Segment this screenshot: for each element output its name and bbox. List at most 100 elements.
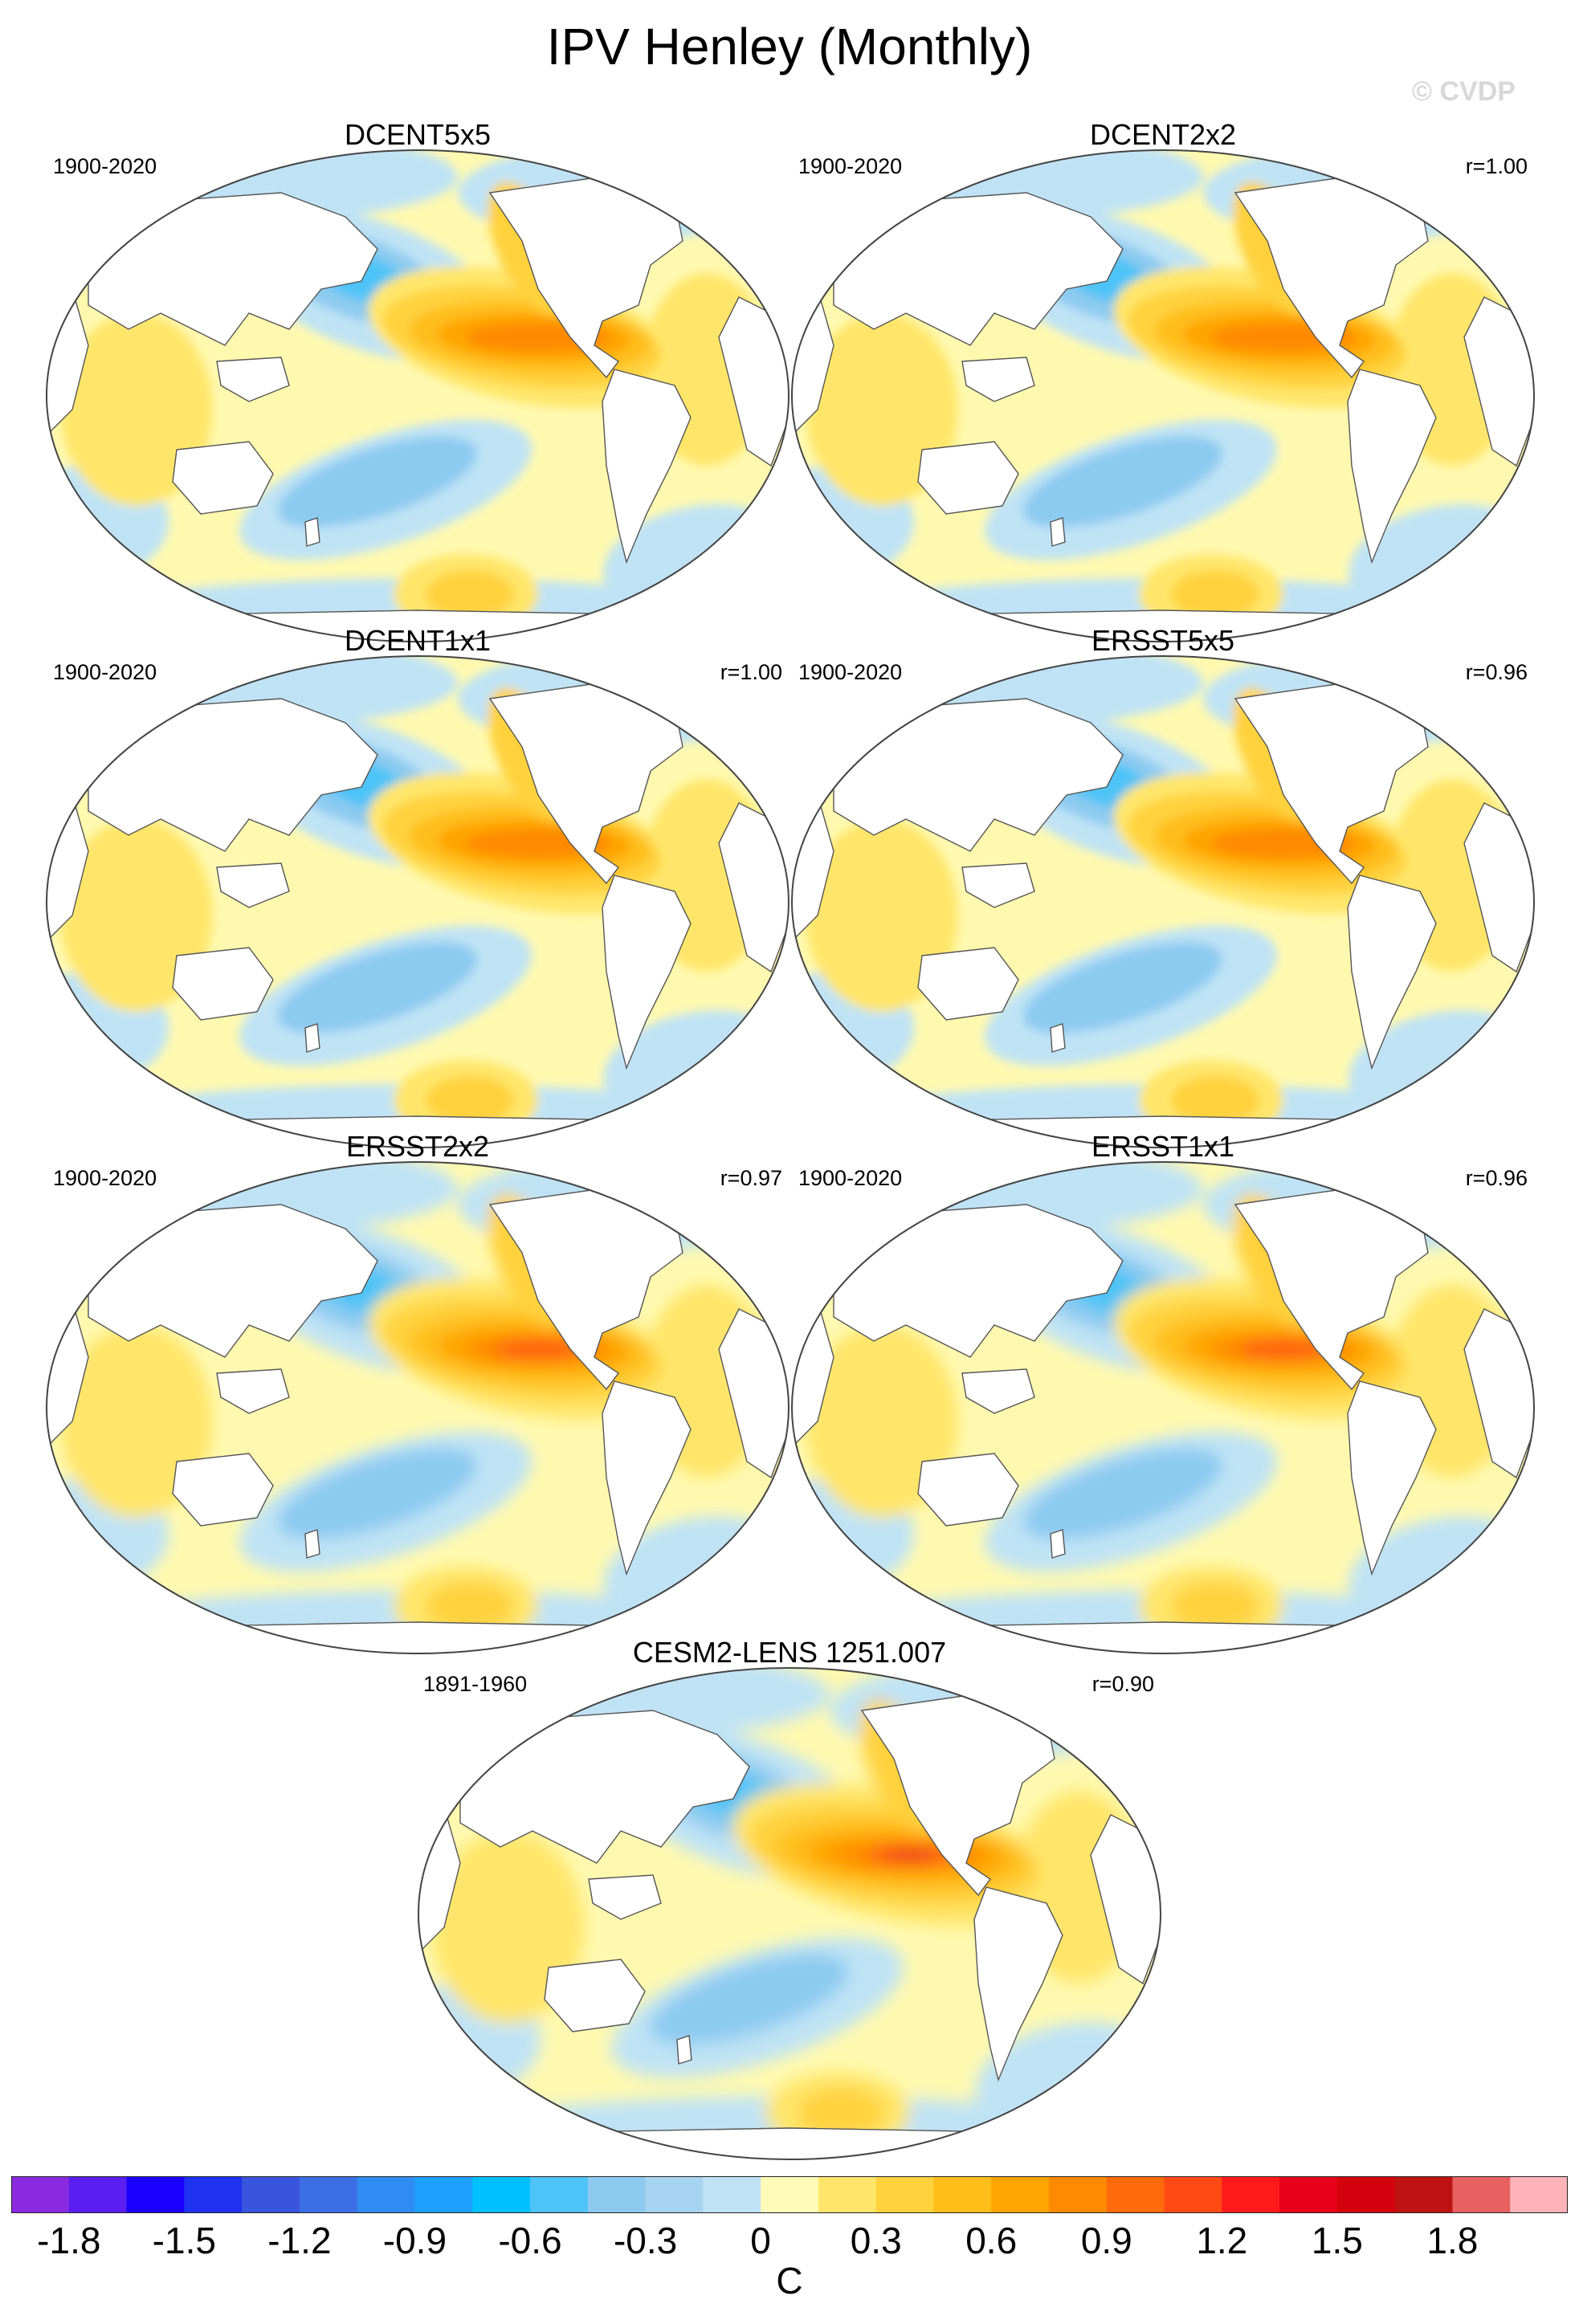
south-pacific-cool-core: [277, 436, 478, 528]
colorbar-swatch: [1279, 2176, 1338, 2213]
map-boundary: [791, 149, 1535, 642]
south-pacific-cool-core: [1022, 1448, 1223, 1539]
south-america-landmass: [1347, 369, 1437, 565]
map-panel: ERSST5x5 1900-2020 r=0.96: [785, 623, 1540, 1153]
map-panel: ERSST2x2 1900-2020 r=0.97: [40, 1129, 795, 1659]
south-pacific-cool-core: [649, 1954, 850, 2045]
panel-years: 1900-2020: [53, 1166, 157, 1190]
indian-ocean-warm-region: [60, 819, 213, 1012]
greenland-landmass: [1411, 1168, 1485, 1229]
world-map: [791, 1161, 1535, 1654]
panel-years: 1891-1960: [423, 1672, 528, 1696]
greenland-landmass: [1411, 156, 1485, 218]
map-panel: ERSST1x1 1900-2020 r=0.96: [785, 1129, 1540, 1659]
australia-landmass: [917, 441, 1019, 515]
colorbar-swatch: [414, 2176, 473, 2213]
world-map: [46, 149, 790, 642]
colorbar-swatch: [933, 2176, 992, 2213]
colorbar-swatch: [299, 2176, 358, 2213]
panel-title: ERSST5x5: [1091, 624, 1235, 657]
colorbar-swatch: [11, 2176, 70, 2213]
eurasia-landmass: [833, 192, 1124, 346]
eurasia-landmass: [88, 192, 378, 346]
eurasia-landmass: [833, 698, 1124, 852]
world-map: [46, 655, 790, 1148]
tropical-pacific-warm-peak: [494, 1341, 582, 1357]
maritime-continent-landmass: [588, 1874, 662, 1920]
colorbar-tick-label: -0.6: [498, 2220, 562, 2261]
map-panel: DCENT1x1 1900-2020 r=1.00: [40, 623, 795, 1153]
colorbar-tick-label: -0.3: [613, 2220, 678, 2261]
colorbar-units: C: [776, 2260, 803, 2302]
australia-landmass: [917, 947, 1019, 1021]
map-panel: DCENT5x5 1900-2020: [40, 117, 795, 647]
maritime-continent-landmass: [961, 862, 1035, 908]
map-boundary: [418, 1667, 1161, 2160]
colorbar-tick-label: 0: [750, 2220, 771, 2261]
panel-correlation: r=0.96: [1465, 1166, 1528, 1190]
colorbar-swatch: [1394, 2176, 1454, 2213]
panel-years: 1900-2020: [798, 660, 903, 684]
colorbar-frame: [11, 2176, 1568, 2213]
colorbar-swatch: [242, 2176, 300, 2213]
panel-title: CESM2-LENS 1251.007: [632, 1636, 947, 1669]
colorbar-swatch: [1222, 2176, 1280, 2213]
panel-years: 1900-2020: [798, 1166, 903, 1190]
new-zealand-landmass: [1050, 1529, 1066, 1559]
eurasia-landmass: [88, 1204, 378, 1358]
colorbar-swatch: [703, 2176, 761, 2213]
new-zealand-landmass: [304, 1529, 320, 1559]
panel-title: DCENT5x5: [344, 118, 492, 151]
australia-landmass: [172, 947, 274, 1021]
colorbar-swatch: [1106, 2176, 1165, 2213]
colorbar-swatch: [1452, 2176, 1511, 2213]
colorbar-tick-label: 1.5: [1311, 2220, 1363, 2261]
maritime-continent-landmass: [961, 357, 1035, 402]
south-pacific-warm-core: [798, 2088, 886, 2136]
world-map: [791, 655, 1535, 1148]
colorbar-tick-label: 0.3: [850, 2220, 902, 2261]
maritime-continent-landmass: [961, 1368, 1035, 1414]
maritime-continent-landmass: [216, 1368, 290, 1414]
new-zealand-landmass: [1050, 1023, 1066, 1053]
colorbar-tick-label: -1.5: [152, 2220, 216, 2261]
indian-ocean-warm-region: [806, 313, 958, 506]
colorbar-swatch: [530, 2176, 589, 2213]
figure-title: IPV Henley (Monthly): [546, 18, 1033, 75]
south-america-landmass: [1347, 1380, 1437, 1576]
map-panel: DCENT2x2 1900-2020 r=1.00: [785, 117, 1540, 647]
new-zealand-landmass: [676, 2035, 692, 2065]
colorbar-tick-label: 1.8: [1426, 2220, 1479, 2261]
colorbar-swatch: [1336, 2176, 1396, 2213]
south-pacific-warm-core: [1171, 1076, 1259, 1124]
watermark: © CVDP: [1412, 76, 1516, 107]
south-pacific-warm-core: [1171, 1582, 1259, 1630]
eurasia-landmass: [88, 698, 378, 852]
map-boundary: [46, 149, 790, 642]
australia-landmass: [544, 1959, 646, 2032]
south-america-landmass: [602, 369, 692, 565]
greenland-landmass: [666, 156, 740, 218]
south-pacific-cool-core: [1022, 942, 1223, 1034]
world-map: [791, 149, 1535, 642]
indian-ocean-warm-region: [60, 313, 213, 506]
south-pacific-cool-core: [277, 1448, 478, 1539]
eurasia-landmass: [833, 1204, 1124, 1358]
colorbar-swatch: [818, 2176, 877, 2213]
colorbar-swatch: [68, 2176, 128, 2213]
colorbar-tick-label: 0.9: [1080, 2220, 1132, 2261]
indian-ocean-warm-region: [806, 1325, 958, 1518]
colorbar-swatch: [1164, 2176, 1222, 2213]
australia-landmass: [172, 441, 274, 515]
panel-title: DCENT2x2: [1089, 118, 1237, 151]
south-america-landmass: [602, 1380, 692, 1576]
colorbar-swatch: [1510, 2176, 1568, 2213]
maritime-continent-landmass: [216, 357, 290, 402]
map-boundary: [791, 1161, 1535, 1654]
colorbar-swatch: [1049, 2176, 1108, 2213]
south-pacific-warm-core: [426, 1582, 514, 1630]
south-pacific-warm-core: [1171, 570, 1259, 618]
australia-landmass: [917, 1453, 1019, 1527]
south-america-landmass: [602, 875, 692, 1070]
panel-title: DCENT1x1: [344, 624, 492, 657]
